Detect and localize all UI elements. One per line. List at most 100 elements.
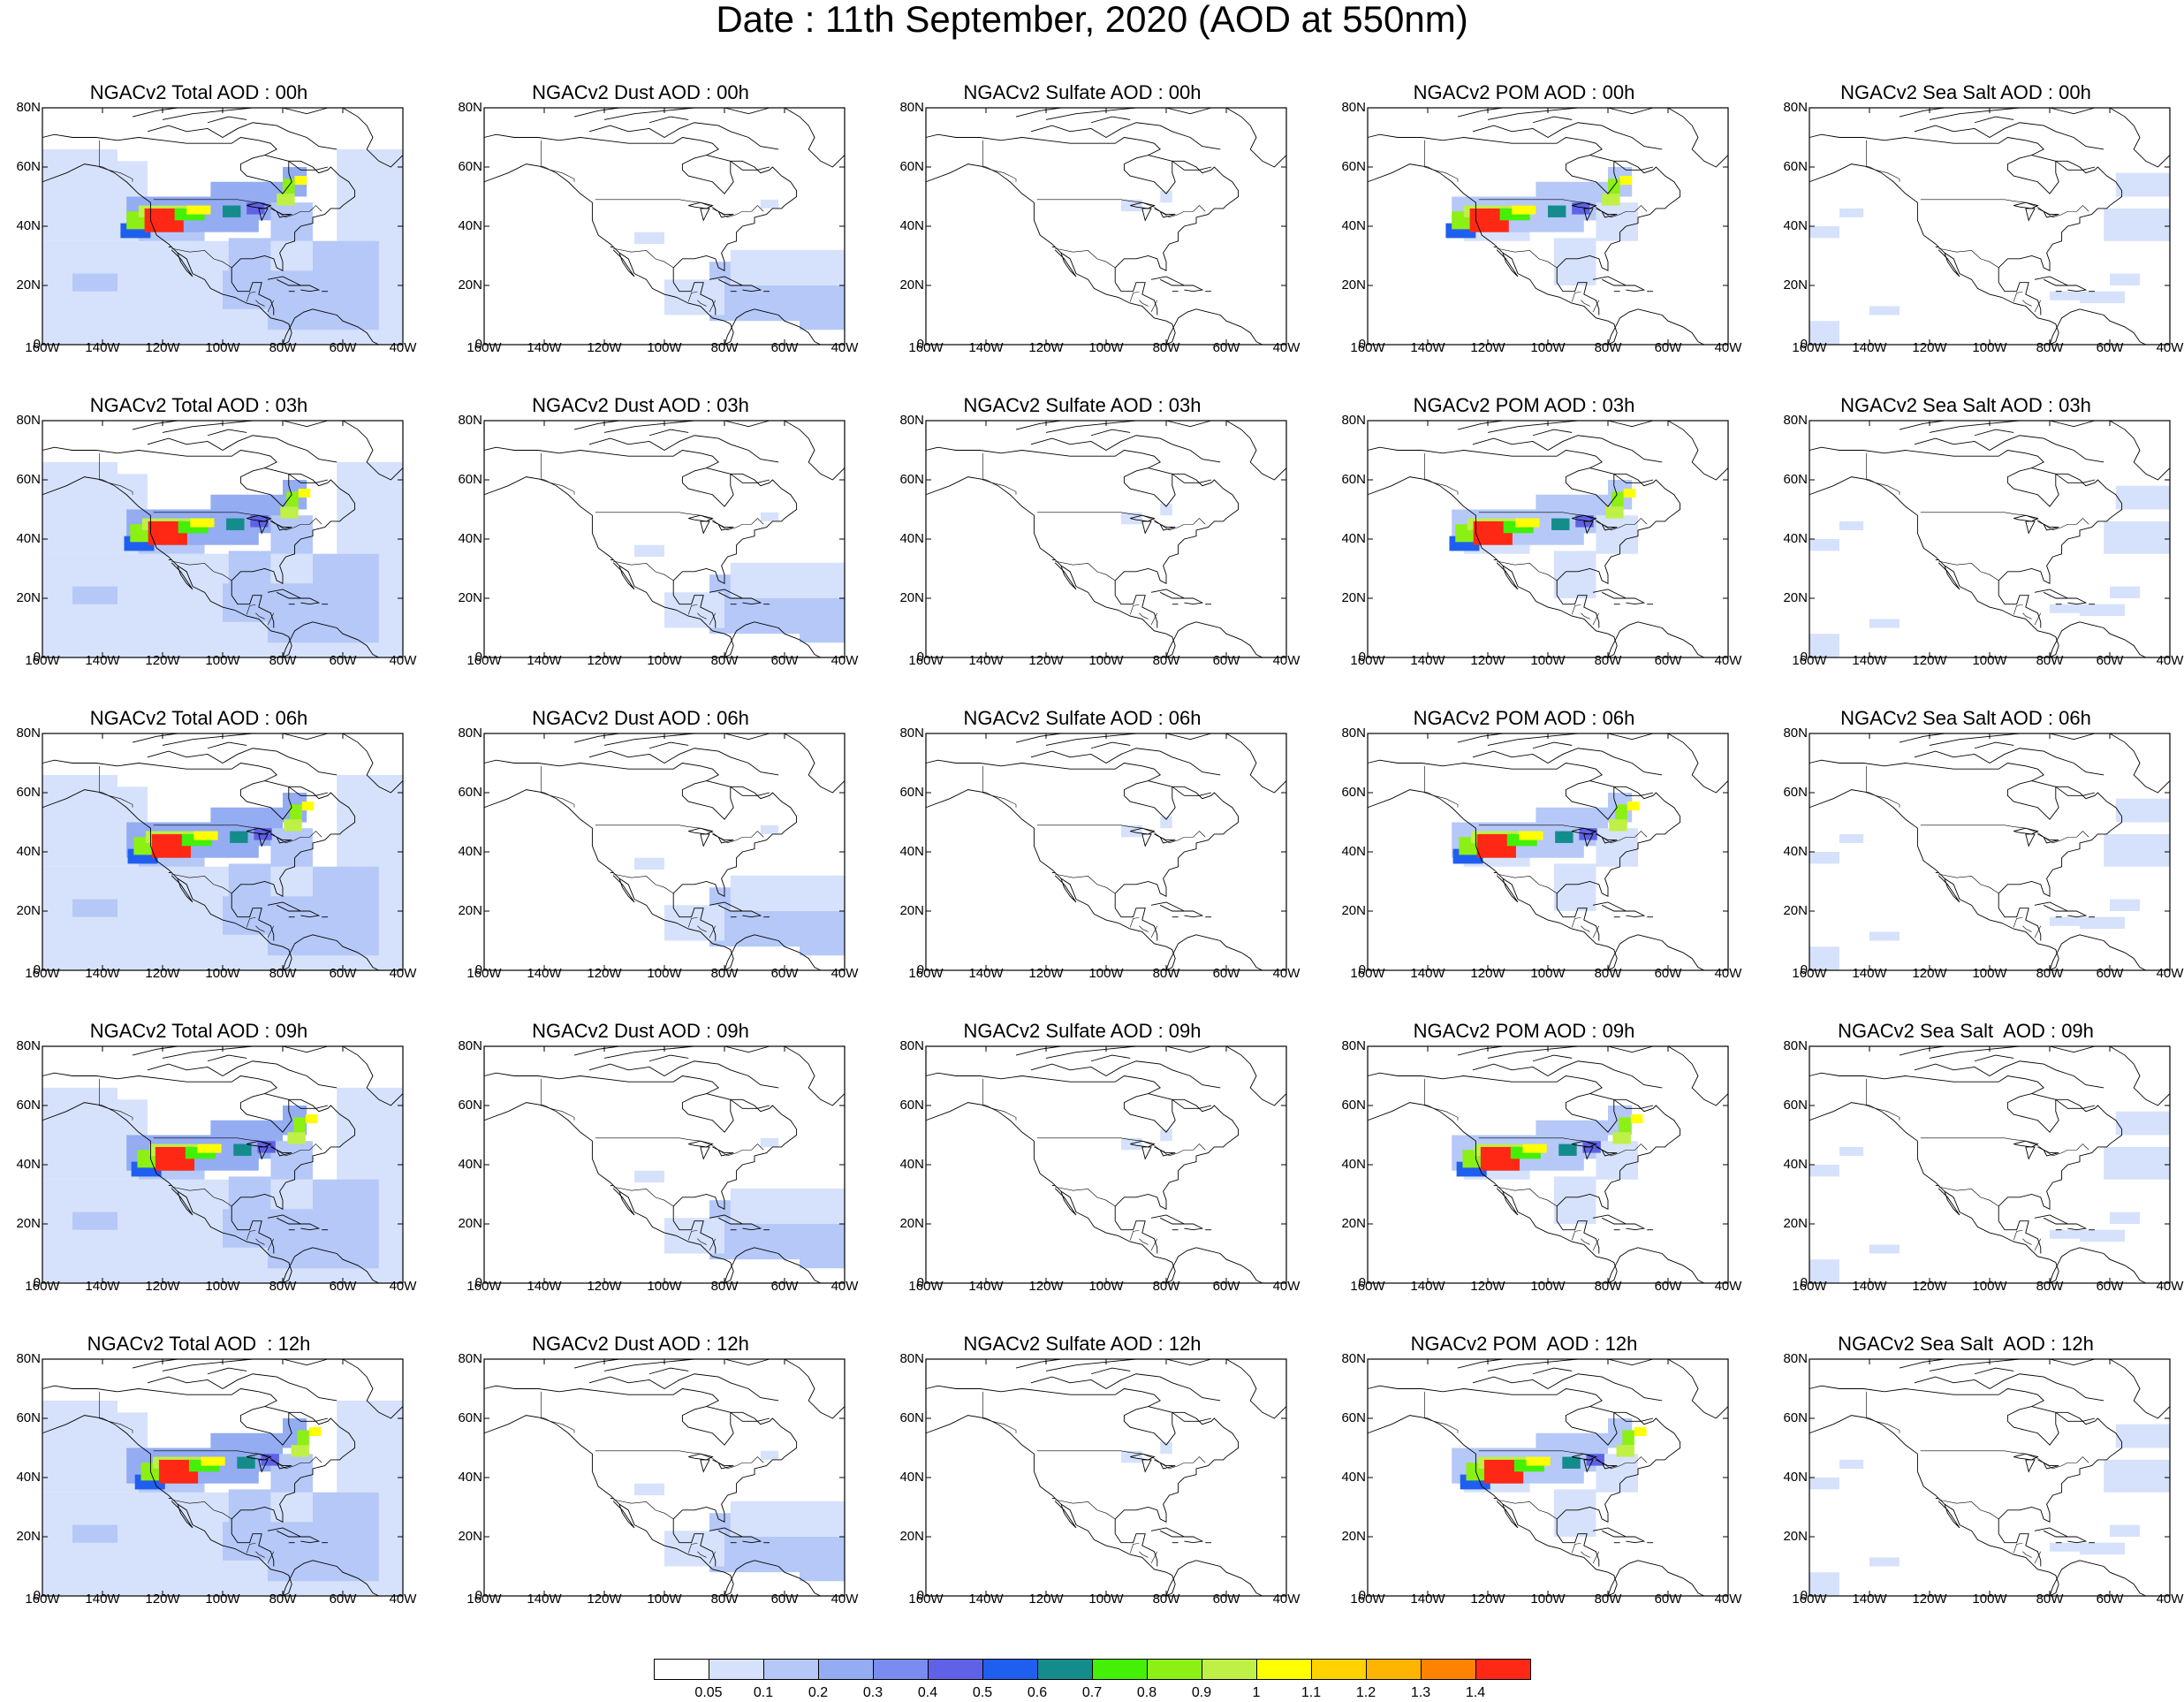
- country-border: [1920, 512, 2089, 531]
- aod-map: [483, 420, 846, 658]
- aod-shading-cell: [634, 857, 664, 870]
- country-border: [1129, 604, 1140, 615]
- coastline: [1150, 276, 1185, 286]
- coastline: [681, 1093, 734, 1133]
- lon-tick-label: 60W: [2096, 966, 2124, 981]
- lat-tick-label: 20N: [899, 590, 924, 605]
- coastline: [573, 420, 620, 430]
- coastline: [1015, 420, 1062, 430]
- lon-tick-label: 40W: [2156, 1592, 2184, 1607]
- coastline: [483, 789, 734, 971]
- country-border: [1938, 1186, 1999, 1207]
- aod-shading-cell: [337, 1400, 403, 1508]
- coastline: [483, 1385, 719, 1408]
- lon-tick-label: 100W: [1972, 653, 2007, 668]
- lon-tick-label: 60W: [329, 966, 357, 981]
- country-border: [1139, 1238, 1149, 1245]
- aod-shading-cell: [337, 148, 403, 256]
- lon-tick-label: 140W: [85, 340, 120, 355]
- coastline: [1938, 875, 1960, 903]
- lat-tick-label: 40N: [899, 1157, 924, 1172]
- country-border: [267, 300, 275, 313]
- aod-shading-cell: [298, 489, 311, 498]
- aod-shading-cell: [1809, 852, 1839, 864]
- lon-tick-label: 100W: [1530, 653, 1566, 668]
- lat-tick-label: 0: [33, 650, 41, 665]
- coastline: [1367, 163, 1618, 346]
- country-border: [267, 925, 275, 938]
- coastline: [2037, 208, 2059, 218]
- lat-tick-label: 80N: [899, 413, 924, 428]
- aod-shading-cell: [1623, 489, 1636, 498]
- coastline: [2006, 780, 2059, 820]
- coastline: [1472, 1373, 1663, 1402]
- lon-tick-label: 160W: [25, 653, 60, 668]
- country-border: [99, 452, 133, 495]
- coastline: [1583, 1146, 1594, 1160]
- coastline: [132, 1358, 178, 1369]
- country-border: [171, 247, 232, 269]
- coastline: [42, 1072, 277, 1095]
- lon-tick-label: 60W: [329, 1592, 357, 1607]
- aod-shading-cell: [1622, 1430, 1634, 1446]
- aod-shading-cell: [308, 1427, 322, 1437]
- aod-shading-cell: [286, 491, 299, 507]
- coastline: [267, 1527, 301, 1538]
- country-border: [541, 140, 575, 182]
- country-border: [1424, 1391, 1459, 1433]
- lat-tick-label: 20N: [458, 277, 482, 293]
- coastline: [1154, 520, 1176, 531]
- aod-shading-cell: [301, 802, 315, 811]
- country-border: [2022, 300, 2032, 307]
- aod-shading-cell: [634, 1483, 664, 1496]
- country-border: [687, 292, 698, 302]
- coastline: [1225, 420, 1287, 481]
- lon-tick-label: 120W: [1912, 653, 1947, 668]
- lat-tick-label: 40N: [16, 1157, 41, 1172]
- country-border: [687, 1543, 698, 1554]
- country-border: [1581, 1551, 1590, 1558]
- coastline: [1154, 833, 1176, 844]
- coastline: [1054, 1501, 1077, 1529]
- aod-shading-cell: [2050, 1542, 2080, 1552]
- aod-shading-cell: [760, 1450, 779, 1460]
- coastline: [2034, 589, 2068, 599]
- lon-tick-label: 40W: [2156, 340, 2184, 355]
- lon-tick-label: 80W: [710, 340, 739, 355]
- coastline: [258, 833, 269, 847]
- lon-tick-label: 80W: [1594, 1279, 1622, 1294]
- aod-shading-cell: [1615, 804, 1627, 820]
- lat-tick-label: 0: [33, 962, 41, 977]
- aod-shading-cell: [2080, 1229, 2125, 1242]
- aod-map: [483, 1358, 846, 1597]
- aod-shading-cell: [313, 1179, 379, 1224]
- lat-tick-label: 40N: [1341, 844, 1366, 859]
- coastline: [724, 420, 770, 428]
- coastline: [925, 133, 1161, 156]
- lon-tick-label: 140W: [527, 340, 562, 355]
- aod-shading-cell: [1596, 515, 1638, 554]
- lon-tick-label: 40W: [1714, 1279, 1742, 1294]
- country-border: [1139, 612, 1149, 619]
- coastline: [1938, 1501, 1960, 1529]
- coastline: [1607, 1045, 1654, 1053]
- coastline: [2025, 1146, 2036, 1160]
- map-panel: NGACv2 POM AOD : 03h 80N 60N 40N 20N 0 160W 140…: [1327, 394, 1741, 682]
- coastline: [2067, 597, 2088, 605]
- lon-tick-label: 40W: [830, 966, 859, 981]
- country-border: [1055, 560, 1116, 581]
- country-border: [1478, 1450, 1648, 1470]
- lon-tick-label: 140W: [527, 1592, 562, 1607]
- lon-tick-label: 80W: [710, 653, 739, 668]
- coastline: [42, 1385, 277, 1408]
- coastline: [1809, 133, 2044, 156]
- country-border: [613, 1499, 674, 1520]
- aod-shading-cell: [277, 194, 295, 206]
- aod-shading-cell: [2080, 1542, 2125, 1555]
- lon-tick-label: 120W: [1912, 966, 1947, 981]
- coastline: [1607, 1560, 1704, 1597]
- coastline: [925, 1385, 1161, 1408]
- coastline: [171, 1188, 193, 1216]
- lat-tick-label: 60N: [458, 1098, 482, 1113]
- aod-shading-cell: [270, 828, 313, 867]
